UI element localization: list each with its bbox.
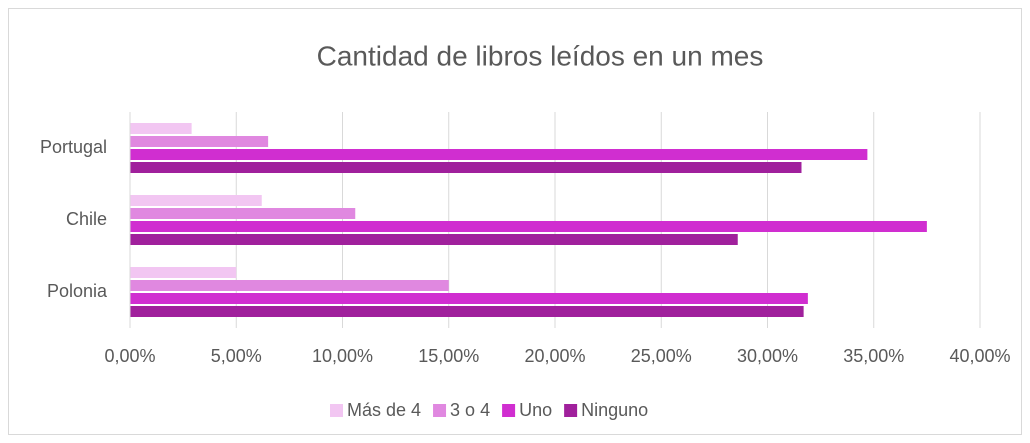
bar — [130, 234, 738, 245]
legend-label: Ninguno — [581, 400, 648, 420]
chart-title: Cantidad de libros leídos en un mes — [317, 40, 764, 71]
legend-swatch — [330, 404, 343, 417]
x-tick-label: 40,00% — [949, 346, 1010, 366]
bar — [130, 267, 237, 278]
x-tick-label: 0,00% — [104, 346, 155, 366]
bar — [130, 162, 802, 173]
x-tick-label: 30,00% — [737, 346, 798, 366]
legend-label: Uno — [519, 400, 552, 420]
y-tick-label: Chile — [66, 209, 107, 229]
x-tick-label: 5,00% — [211, 346, 262, 366]
legend-swatch — [502, 404, 516, 417]
bar — [130, 293, 808, 304]
y-tick-label: Polonia — [47, 281, 108, 301]
bar — [130, 136, 269, 147]
x-tick-label: 25,00% — [631, 346, 692, 366]
bar — [130, 149, 868, 160]
x-tick-label: 10,00% — [312, 346, 373, 366]
bar — [130, 221, 927, 232]
y-tick-label: Portugal — [40, 137, 107, 157]
bar — [130, 306, 804, 317]
x-tick-label: 15,00% — [418, 346, 479, 366]
bar — [130, 280, 449, 291]
legend-swatch — [564, 404, 578, 417]
bar — [130, 195, 262, 206]
x-tick-label: 20,00% — [524, 346, 585, 366]
legend-swatch — [433, 404, 447, 417]
x-tick-label: 35,00% — [843, 346, 904, 366]
legend-label: 3 o 4 — [450, 400, 490, 420]
bar — [130, 123, 192, 134]
legend-label: Más de 4 — [347, 400, 421, 420]
bar — [130, 208, 356, 219]
